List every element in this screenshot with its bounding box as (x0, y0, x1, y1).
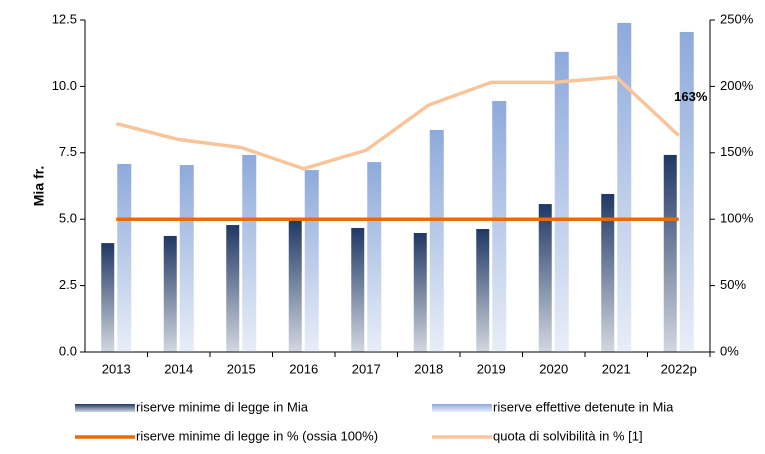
bar (304, 170, 319, 352)
bar (351, 227, 365, 352)
y-tick-label: 5.0 (59, 211, 77, 226)
legend-label: riserve minime di legge in Mia (136, 399, 309, 414)
legend-swatch (75, 404, 135, 412)
y-tick-label: 7.5 (59, 144, 77, 159)
x-tick-label: 2020 (539, 361, 568, 376)
bar (242, 154, 257, 352)
bar (429, 129, 444, 352)
x-tick-label: 2017 (352, 361, 381, 376)
bar (617, 22, 632, 352)
y2-tick-label: 100% (720, 211, 754, 226)
bar (163, 235, 177, 352)
y-axis-label: Mia fr. (31, 166, 47, 206)
y-tick-label: 10.0 (52, 78, 77, 93)
bar (679, 31, 694, 353)
bar (117, 163, 132, 352)
legend-label: quota di solvibilità in % [1] (493, 428, 643, 443)
line (115, 75, 680, 171)
y2-tick-label: 200% (720, 78, 754, 93)
x-tick-label: 2021 (602, 361, 631, 376)
y-tick-label: 0.0 (59, 343, 77, 358)
y-tick-label: 12.5 (52, 11, 77, 26)
bar (601, 193, 615, 352)
y2-tick-label: 50% (720, 277, 746, 292)
bar (101, 243, 115, 352)
bar (538, 204, 552, 352)
bar (554, 51, 569, 352)
x-tick-label: 2015 (227, 361, 256, 376)
legend-label: riserve minime di legge in % (ossia 100%… (136, 428, 378, 443)
x-tick-label: 2019 (477, 361, 506, 376)
legend-swatch (432, 404, 492, 412)
bar (179, 165, 194, 352)
y2-tick-label: 250% (720, 11, 754, 26)
x-tick-label: 2016 (289, 361, 318, 376)
bar (492, 101, 507, 353)
bar (226, 225, 240, 352)
x-tick-label: 2014 (164, 361, 193, 376)
legend-label: riserve effettive detenute in Mia (493, 399, 674, 414)
bar (367, 162, 382, 352)
bar (288, 219, 302, 352)
bar (413, 233, 427, 352)
bar (663, 154, 677, 352)
x-tick-label: 2018 (414, 361, 443, 376)
data-label: 163% (674, 89, 708, 104)
y-tick-label: 2.5 (59, 277, 77, 292)
y2-tick-label: 0% (720, 343, 739, 358)
x-tick-label: 2013 (102, 361, 131, 376)
y2-tick-label: 150% (720, 144, 754, 159)
bar (476, 229, 490, 352)
x-tick-label: 2022p (661, 361, 697, 376)
